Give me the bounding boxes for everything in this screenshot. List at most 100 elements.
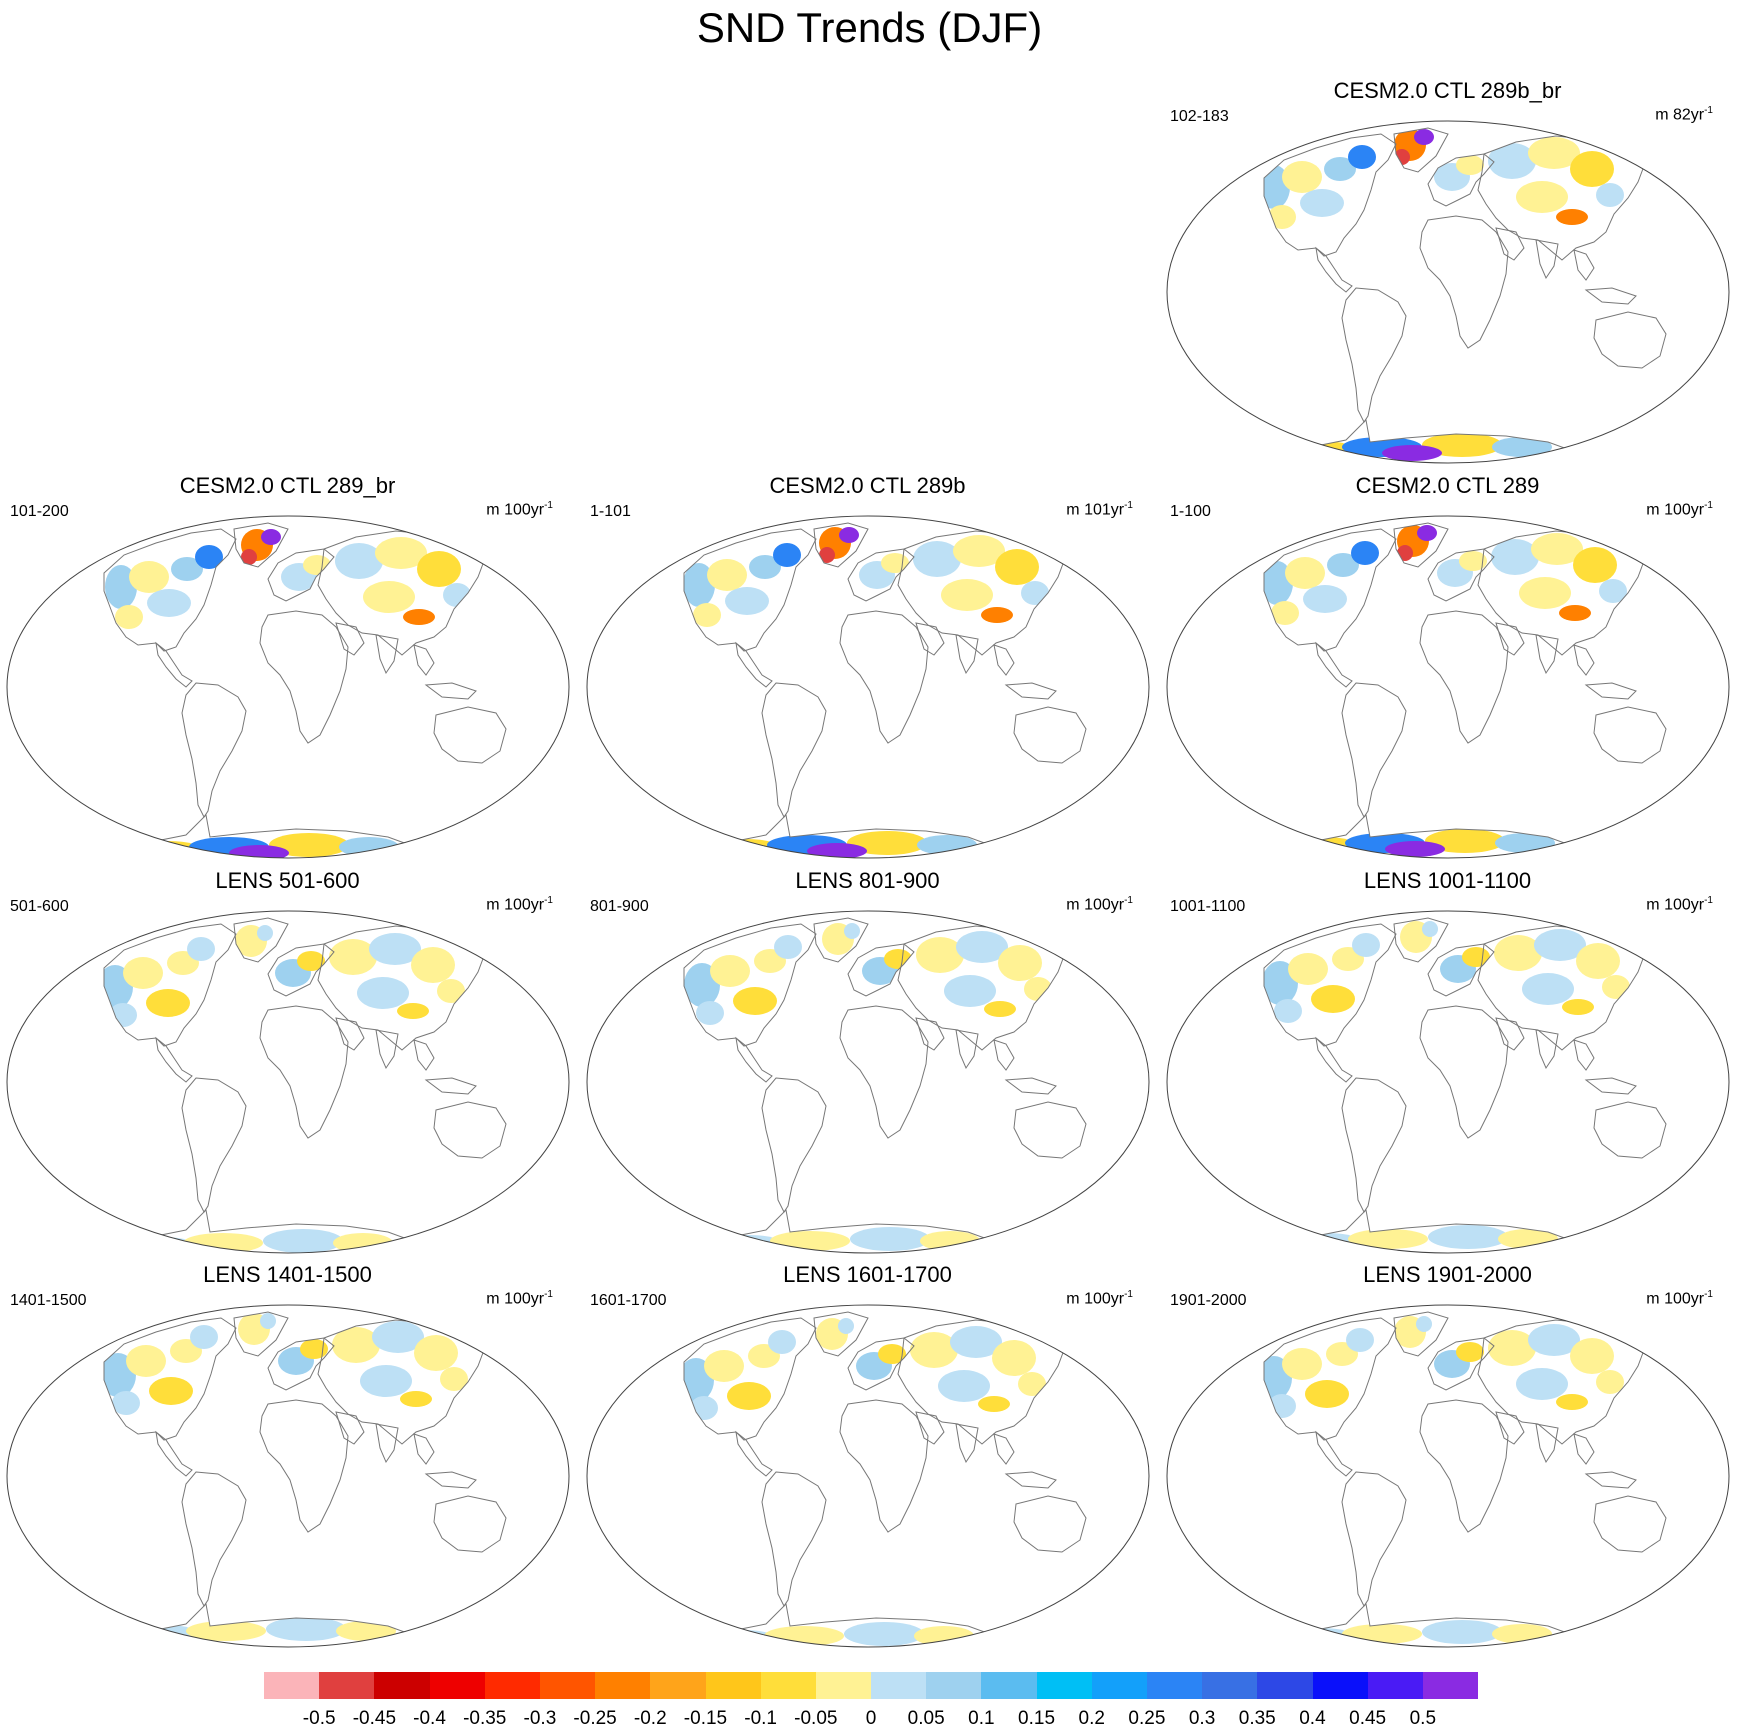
- trend-patch: [263, 1229, 343, 1253]
- coastline-europe: [1427, 153, 1495, 207]
- trend-patch: [1556, 1394, 1588, 1410]
- panel-units-text: m 100yr: [1066, 1290, 1125, 1308]
- coastline-india: [955, 1423, 979, 1464]
- trend-patch: [850, 1227, 930, 1251]
- trend-patch: [105, 565, 137, 609]
- colorbar-swatch: [926, 1672, 982, 1699]
- panel-units: m 100yr-1: [486, 1286, 553, 1308]
- coastline-indonesia: [1004, 1077, 1057, 1095]
- trend-patch: [1274, 999, 1302, 1023]
- coastline-australia: [433, 1495, 507, 1553]
- trend-patch: [1288, 953, 1328, 985]
- panel-title: CESM2.0 CTL 289b: [769, 473, 966, 498]
- trend-patch: [195, 545, 223, 569]
- trend-patch: [773, 543, 801, 567]
- trend-patch: [941, 579, 993, 611]
- coastline-namerica: [683, 1317, 817, 1441]
- coastline-arabia: [1495, 227, 1525, 261]
- trend-patch: [1385, 841, 1445, 857]
- trend-patch: [126, 1345, 166, 1377]
- world-map: [6, 515, 570, 859]
- coastline-europe: [267, 1337, 335, 1391]
- coastline-camerica: [1315, 1430, 1353, 1477]
- colorbar-swatch: [760, 1672, 816, 1699]
- panel-years: 101-200: [10, 503, 69, 520]
- panel-title: CESM2.0 CTL 289b_br: [1333, 78, 1562, 103]
- trend-patch: [1422, 921, 1438, 937]
- coastline-samerica: [1341, 1471, 1407, 1607]
- panel-years: 1401-1500: [10, 1292, 87, 1309]
- coastline-africa: [839, 1005, 929, 1139]
- panel-title: CESM2.0 CTL 289: [1355, 473, 1540, 498]
- world-map: [6, 910, 570, 1254]
- colorbar-swatch: [319, 1672, 375, 1699]
- trend-patch: [1602, 975, 1630, 999]
- panel-units-exponent: -1: [1704, 500, 1713, 511]
- map-boundary: [1166, 1304, 1730, 1648]
- panel-units: m 100yr-1: [1646, 1286, 1713, 1308]
- coastline-indonesia: [1584, 287, 1637, 305]
- coastline-indonesia: [424, 1077, 477, 1095]
- coastline-antarctica: [706, 1208, 997, 1253]
- coastline-australia: [1593, 311, 1667, 369]
- panel-years: 1601-1700: [590, 1292, 667, 1309]
- trend-patch: [417, 551, 461, 587]
- map-panel: LENS 1401-1500 1401-1500 m 100yr-1: [0, 1262, 575, 1648]
- coastline-camerica: [735, 1036, 773, 1083]
- trend-patch: [1414, 129, 1434, 145]
- trend-patch: [1348, 145, 1376, 169]
- trend-patch: [1528, 1324, 1580, 1356]
- colorbar-tick-label: -0.5: [302, 1708, 336, 1729]
- colorbar-swatch: [1257, 1672, 1313, 1699]
- coastline-samerica: [761, 1077, 827, 1213]
- trend-patch: [1488, 1330, 1536, 1366]
- map-panel: LENS 801-900 801-900 m 100yr-1: [580, 868, 1155, 1254]
- coastline-camerica: [735, 1430, 773, 1477]
- world-map: [6, 1304, 570, 1648]
- coastline-greenland: [1393, 917, 1449, 963]
- colorbar-swatch: [1091, 1672, 1147, 1699]
- coastline-india: [375, 1029, 399, 1070]
- coastline-greenland: [233, 917, 289, 963]
- trend-patch: [297, 951, 325, 971]
- panel-years: 501-600: [10, 898, 69, 915]
- coastline-namerica: [683, 923, 817, 1047]
- coastline-seasia: [413, 1039, 435, 1071]
- coastline-europe: [267, 943, 335, 997]
- trend-patch: [300, 1339, 328, 1359]
- panel-years: 1001-1100: [1170, 898, 1246, 915]
- trend-patch: [1491, 539, 1539, 575]
- colorbar-swatch: [981, 1672, 1037, 1699]
- coastline-camerica: [155, 641, 193, 688]
- trend-patch: [844, 923, 860, 939]
- trend-patch: [336, 1621, 396, 1641]
- trend-patch: [774, 935, 802, 959]
- panel-title: CESM2.0 CTL 289_br: [179, 473, 396, 498]
- trend-patch: [956, 931, 1008, 963]
- trend-patch: [400, 1391, 432, 1407]
- coastline-namerica: [1263, 133, 1397, 257]
- panel-years: 102-183: [1170, 108, 1229, 125]
- coastline-arabia: [915, 1017, 945, 1051]
- trend-patch: [913, 541, 961, 577]
- coastline-seasia: [1573, 644, 1595, 676]
- panel-units: m 100yr-1: [1646, 892, 1713, 914]
- trend-patch: [1534, 929, 1586, 961]
- coastline-antarctica: [1286, 418, 1577, 463]
- coastline-camerica: [155, 1430, 193, 1477]
- coastline-australia: [1013, 706, 1087, 764]
- trend-patch: [707, 559, 747, 591]
- trend-patch: [1576, 943, 1620, 979]
- trend-patch: [149, 1377, 193, 1405]
- trend-patch: [437, 979, 465, 1003]
- trend-patch: [1428, 1225, 1508, 1249]
- map-boundary: [6, 910, 570, 1254]
- colorbar-swatch: [815, 1672, 872, 1699]
- trend-patch: [916, 937, 964, 973]
- trend-patch: [733, 987, 777, 1015]
- trend-patch: [838, 1318, 854, 1334]
- coastline-greenland: [813, 522, 869, 568]
- panel-years: 1-100: [1170, 503, 1211, 520]
- coastline-namerica: [1263, 528, 1397, 652]
- trend-patch: [995, 549, 1039, 585]
